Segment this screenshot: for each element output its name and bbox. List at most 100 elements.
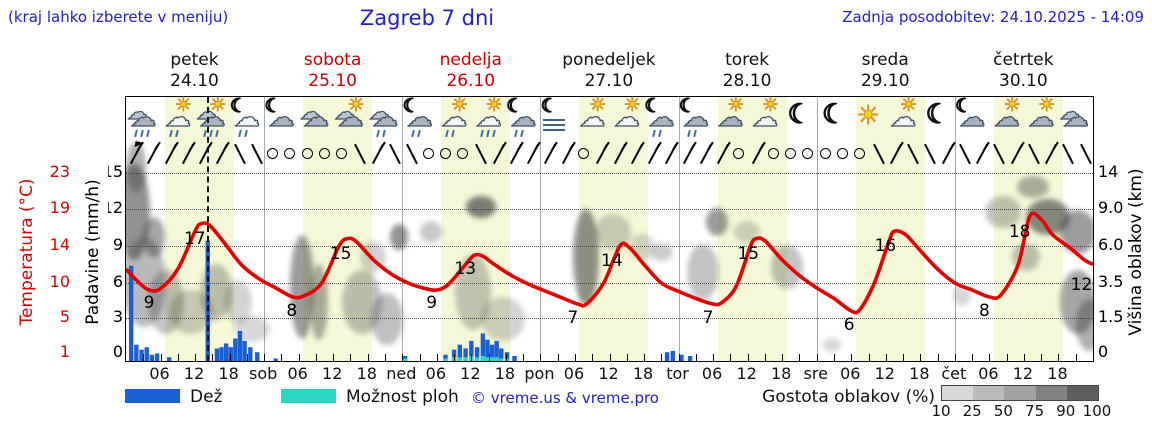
cloud-height-axis-label: Višina oblakov (km)	[1126, 168, 1146, 336]
x-minor-tick	[488, 354, 490, 361]
sun-icon: ☀	[623, 94, 641, 116]
sun-icon: ☀	[451, 94, 469, 116]
day-header: četrtek 30.10	[954, 50, 1093, 92]
cloud-icon: ☁	[299, 100, 321, 124]
moon-icon: ☾	[787, 99, 813, 130]
wind-calm-icon	[733, 148, 745, 159]
day-date: 30.10	[999, 71, 1048, 91]
cloud-height-tick: 6.0	[1098, 235, 1124, 254]
x-minor-tick	[298, 354, 300, 361]
rain-bar	[154, 353, 160, 361]
rain-bar	[134, 344, 139, 361]
x-minor-tick	[833, 354, 835, 361]
wind-calm-icon	[439, 148, 451, 159]
temperature-axis-label: Temperatura (°C)	[17, 178, 37, 326]
weather-icon-sunny: ☀	[852, 99, 886, 137]
rain-bar	[670, 350, 676, 361]
cloud-density-blob	[455, 254, 491, 330]
day-date: 26.10	[446, 71, 496, 91]
day-date: 24.10	[170, 71, 219, 91]
cloud-icon: ☁	[368, 100, 391, 124]
moon-icon: ☾	[678, 95, 696, 117]
weather-icon-moon-cloud-drizzle: ☾ ☁	[506, 96, 540, 138]
cloud-icon: ☁	[130, 103, 157, 133]
shower-chance-bar	[474, 357, 480, 361]
x-hour-label: 18	[356, 364, 377, 383]
x-day-abbr-label: tor	[666, 364, 689, 383]
current-time-line	[207, 97, 210, 361]
wind-calm-icon	[854, 148, 866, 159]
sun-icon: ☀	[856, 101, 880, 131]
shower-chance-bar	[457, 357, 463, 361]
sun-icon: ☀	[1038, 94, 1056, 116]
day-header: nedelja 26.10	[401, 50, 540, 92]
weather-icon-moon-cloud: ☾ ☁	[954, 96, 989, 137]
wind-calm-icon	[301, 148, 313, 159]
grid-line	[126, 318, 1093, 319]
x-hour-label: 18	[218, 364, 239, 383]
sun-icon: ☀	[761, 94, 779, 116]
weather-icon-sun-rain: ☀ ☁	[472, 95, 506, 138]
rain-legend-swatch	[125, 389, 180, 403]
sun-icon: ☀	[727, 94, 745, 116]
weather-icon-moon-cloud-drizzle: ☾ ☁	[644, 96, 678, 138]
shower-chance-bar	[402, 358, 408, 361]
temperature-value-label: 13	[454, 259, 477, 280]
day-header: petek 24.10	[125, 50, 264, 92]
day-separator-line	[678, 97, 680, 361]
cloud-icon: ☁	[233, 103, 260, 133]
temperature-tick: 1	[59, 342, 70, 361]
grid-line	[126, 173, 1093, 174]
page-title: Zagreb 7 dni	[359, 6, 495, 30]
cloud-icon: ☁	[510, 103, 537, 133]
day-header: torek 28.10	[678, 50, 817, 92]
rain-bar	[242, 340, 247, 361]
day-separator-line	[540, 97, 542, 361]
copyright-link[interactable]: © vreme.us & vreme.pro	[471, 389, 659, 407]
rain-bar	[469, 340, 474, 361]
x-minor-tick	[695, 354, 697, 361]
x-hour-label: 12	[183, 364, 205, 383]
cloud-icon: ☁	[440, 103, 468, 133]
cloud-density-blob	[143, 217, 165, 257]
cloud-icon: ☁	[613, 103, 640, 133]
x-minor-tick	[972, 354, 974, 361]
rain-bar	[219, 347, 224, 361]
grid-line	[126, 283, 1093, 284]
x-minor-tick	[574, 354, 576, 361]
cloud-height-tick: 3.5	[1098, 272, 1124, 291]
x-minor-tick	[903, 354, 905, 361]
wind-barb-icon	[558, 141, 578, 168]
weather-icon-moon-cloud-drizzle: ☾ ☁	[402, 95, 437, 138]
temperature-tick: 10	[49, 272, 70, 291]
moon-icon: ☾	[402, 95, 420, 117]
x-minor-tick	[1006, 354, 1008, 361]
x-minor-tick	[402, 354, 404, 361]
wind-calm-icon	[457, 148, 469, 159]
temperature-value-label: 8	[286, 301, 298, 321]
x-minor-tick	[177, 354, 179, 361]
weather-icon-sun-rain: ☀ ☁ ☁	[195, 95, 229, 138]
grid-line	[126, 209, 1093, 210]
cloud-height-tick: 14	[1098, 162, 1119, 181]
x-hour-label: 18	[494, 364, 516, 383]
x-minor-tick	[385, 354, 387, 361]
cloud-icon: ☁	[993, 103, 1020, 133]
x-minor-tick	[937, 354, 939, 361]
day-name: nedelja	[439, 50, 502, 70]
x-minor-tick	[678, 354, 680, 361]
x-minor-tick	[989, 354, 991, 361]
x-minor-tick	[954, 354, 956, 361]
x-minor-tick	[540, 354, 542, 361]
x-minor-tick	[816, 354, 818, 361]
cloud-density-blob	[629, 234, 655, 260]
cloud-icon: ☁	[406, 103, 433, 133]
shower-chance-bar	[485, 357, 490, 361]
cloud-density-blob	[481, 297, 525, 341]
rain-bar	[504, 352, 510, 361]
temperature-curve	[126, 211, 1093, 315]
sun-icon: ☀	[900, 94, 918, 116]
sun-icon: ☀	[1003, 94, 1021, 116]
x-minor-tick	[1041, 354, 1043, 361]
temperature-value-label: 8	[978, 301, 990, 321]
